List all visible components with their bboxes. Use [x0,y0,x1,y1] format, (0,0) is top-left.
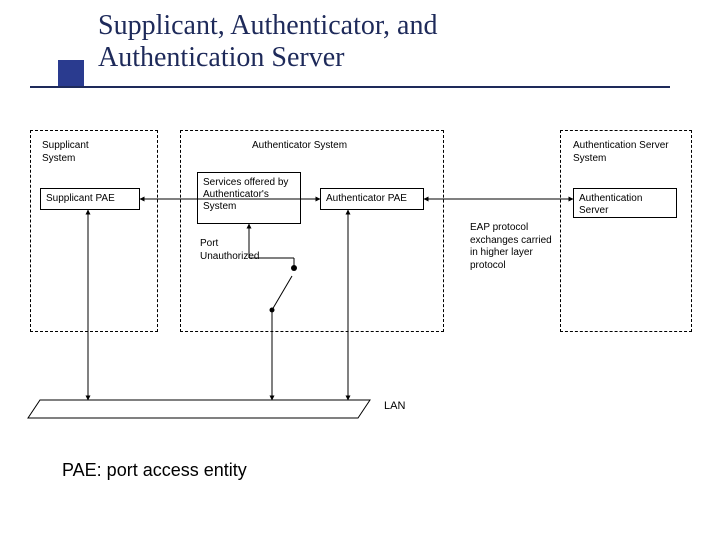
authenticator-pae-box: Authenticator PAE [320,188,424,210]
title-line-1: Supplicant, Authenticator, and [98,10,437,41]
auth-server-system-label: Authentication Server System [573,140,673,165]
port-unauthorized-label: Port Unauthorized [200,238,270,263]
title-line-2: Authentication Server [98,42,344,73]
title-underline [30,86,670,88]
footer-pae-definition: PAE: port access entity [62,460,247,481]
auth-server-box: Authentication Server [573,188,677,218]
supplicant-system-label: Supplicant System [42,140,112,165]
lan-label: LAN [384,400,405,412]
authenticator-services-box: Services offered by Authenticator's Syst… [197,172,301,224]
lan-shape [28,400,370,418]
slide-title: Supplicant, Authenticator, and Authentic… [98,10,437,74]
authenticator-system-label: Authenticator System [252,140,347,153]
authenticator-system-box [180,130,444,332]
eap-protocol-label: EAP protocol exchanges carried in higher… [470,222,556,272]
title-accent-square [58,60,84,86]
supplicant-pae-box: Supplicant PAE [40,188,140,210]
